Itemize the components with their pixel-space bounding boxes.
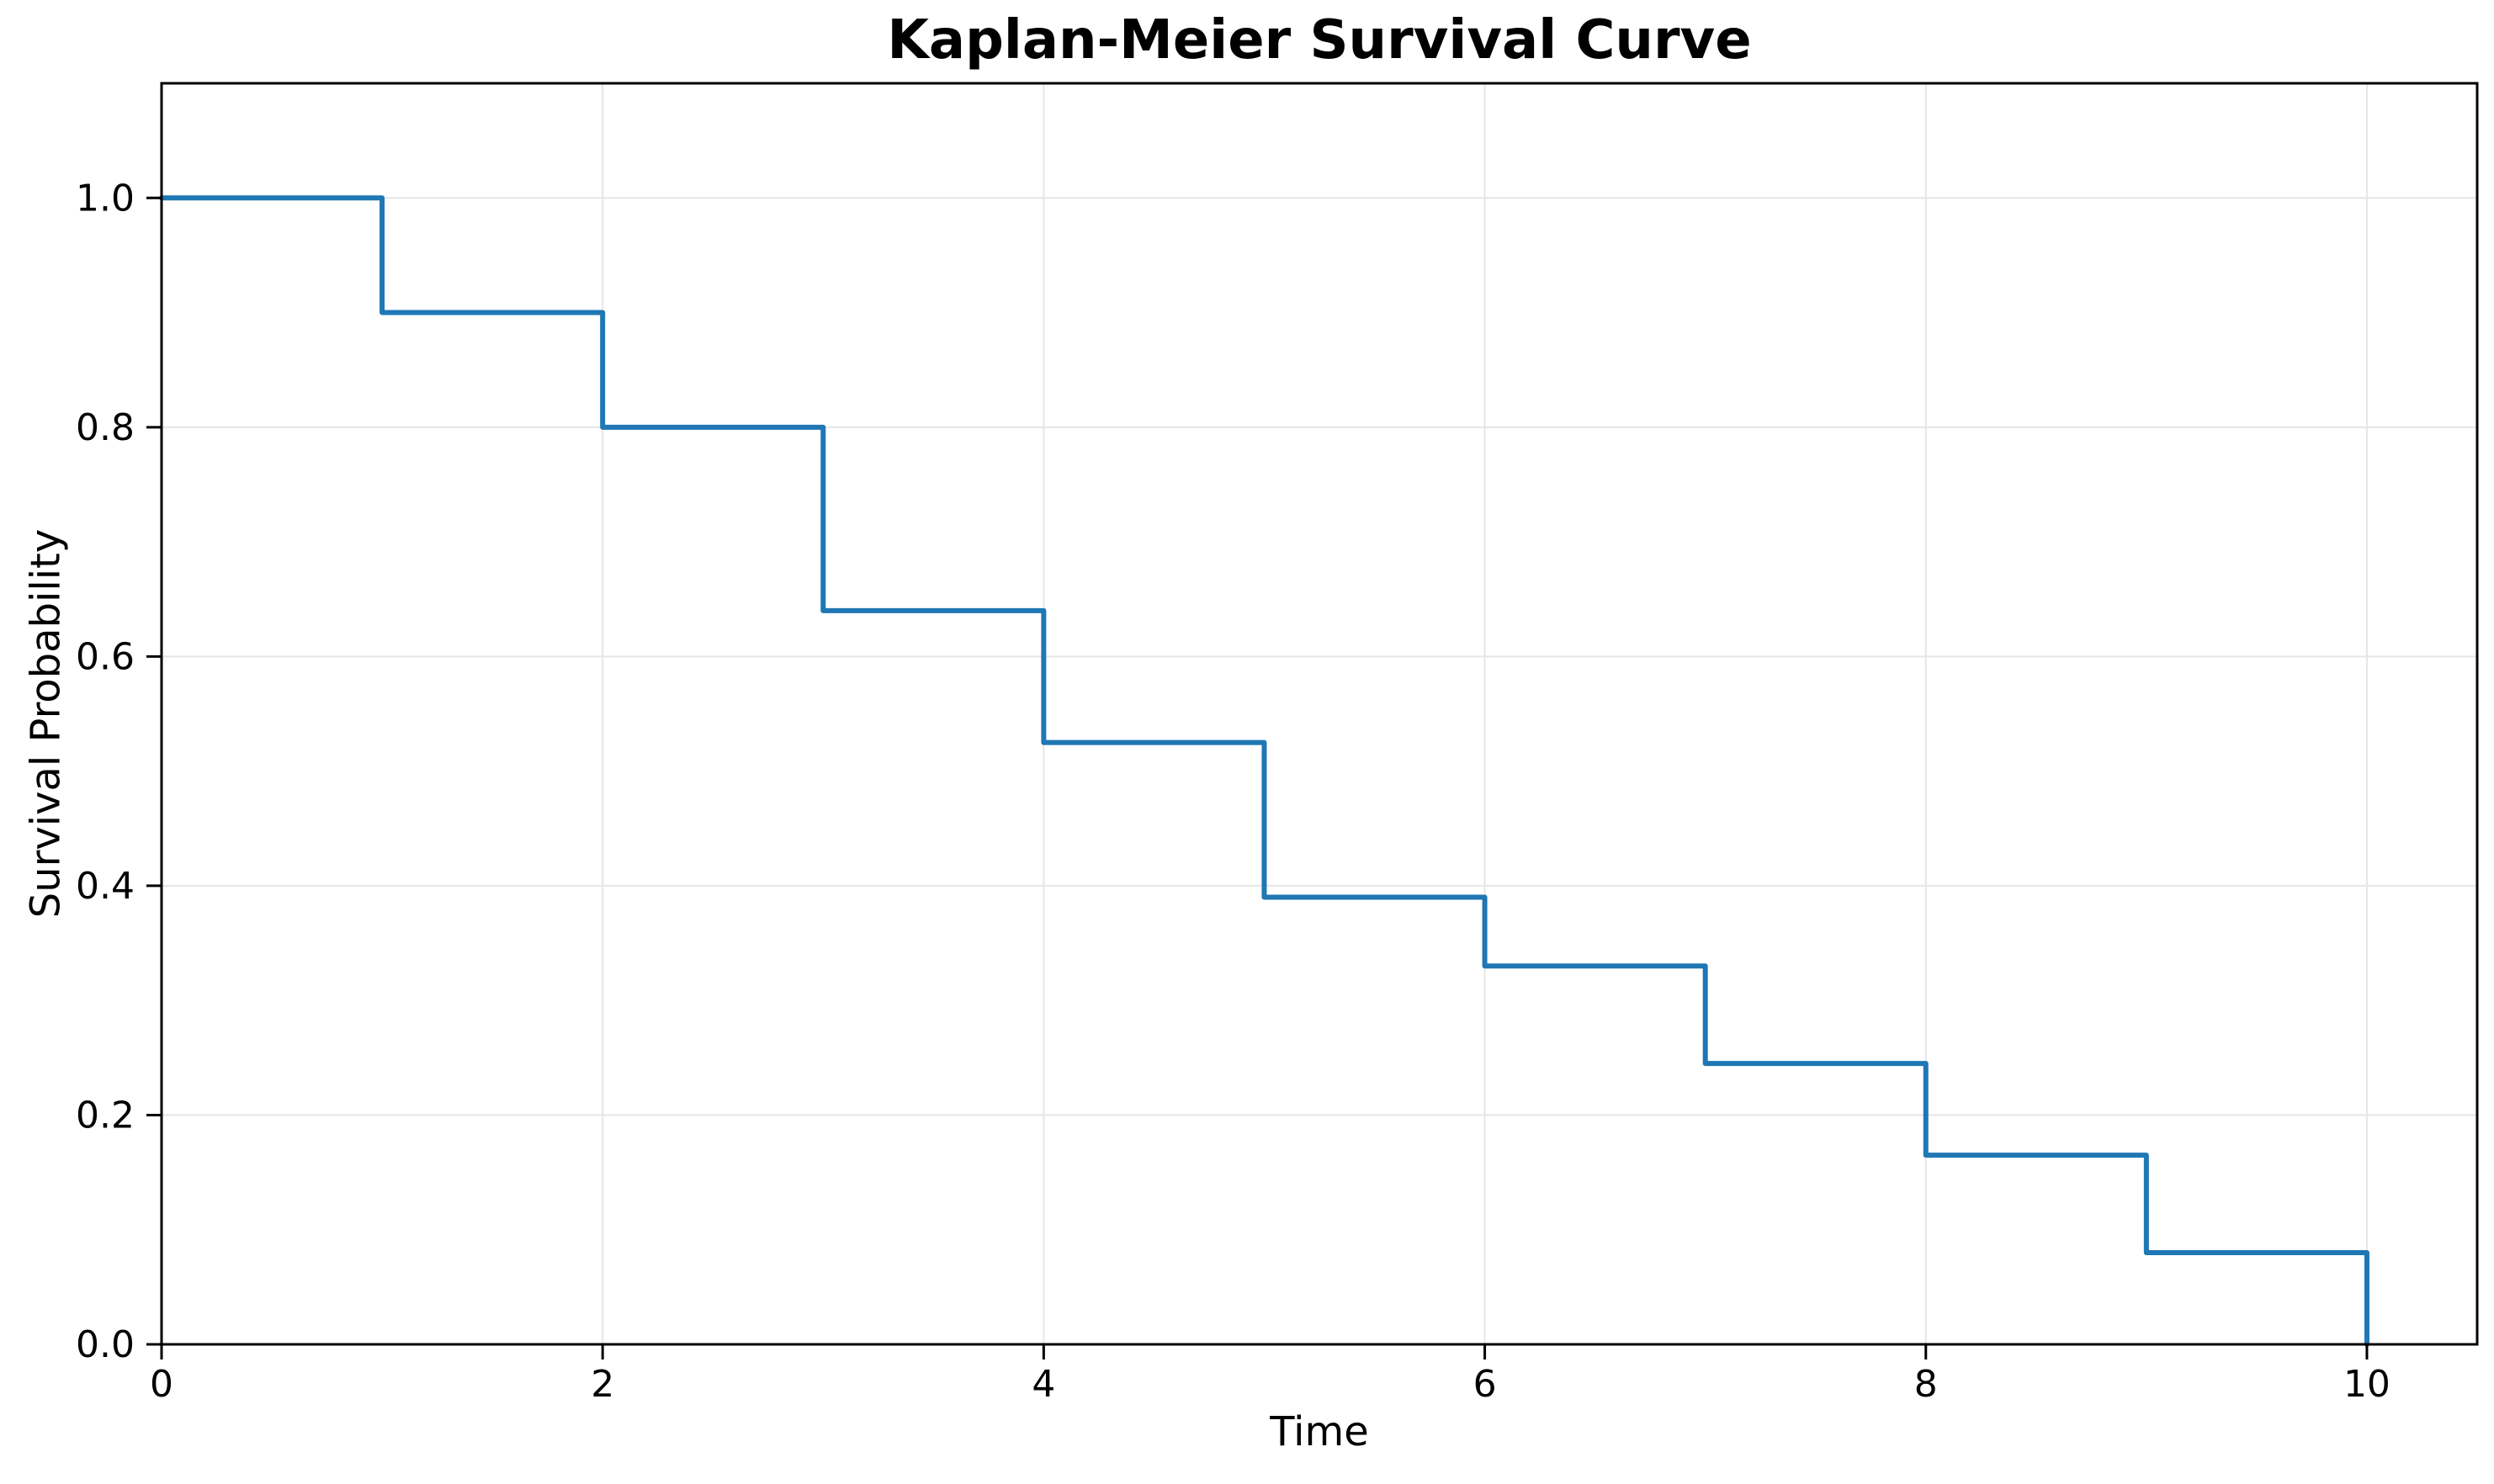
y-tick-label: 1.0 — [76, 177, 135, 220]
y-tick-label: 0.6 — [76, 635, 135, 678]
y-tick-label: 0.2 — [76, 1094, 135, 1137]
axes-spines — [160, 82, 2479, 1346]
x-tick-label: 0 — [150, 1363, 173, 1406]
x-tick-label: 2 — [591, 1363, 614, 1406]
x-axis-label: Time — [1270, 1408, 1369, 1455]
y-tick-label: 0.0 — [76, 1323, 135, 1366]
x-tick-label: 10 — [2343, 1363, 2391, 1406]
chart-title: Kaplan-Meier Survival Curve — [887, 9, 1752, 72]
x-tick-label: 4 — [1032, 1363, 1055, 1406]
x-tick-label: 6 — [1473, 1363, 1497, 1406]
y-tick-label: 0.8 — [76, 406, 135, 449]
y-tick-label: 0.4 — [76, 865, 135, 908]
x-tick-label: 8 — [1914, 1363, 1938, 1406]
survival-step-curve — [159, 195, 2369, 1347]
